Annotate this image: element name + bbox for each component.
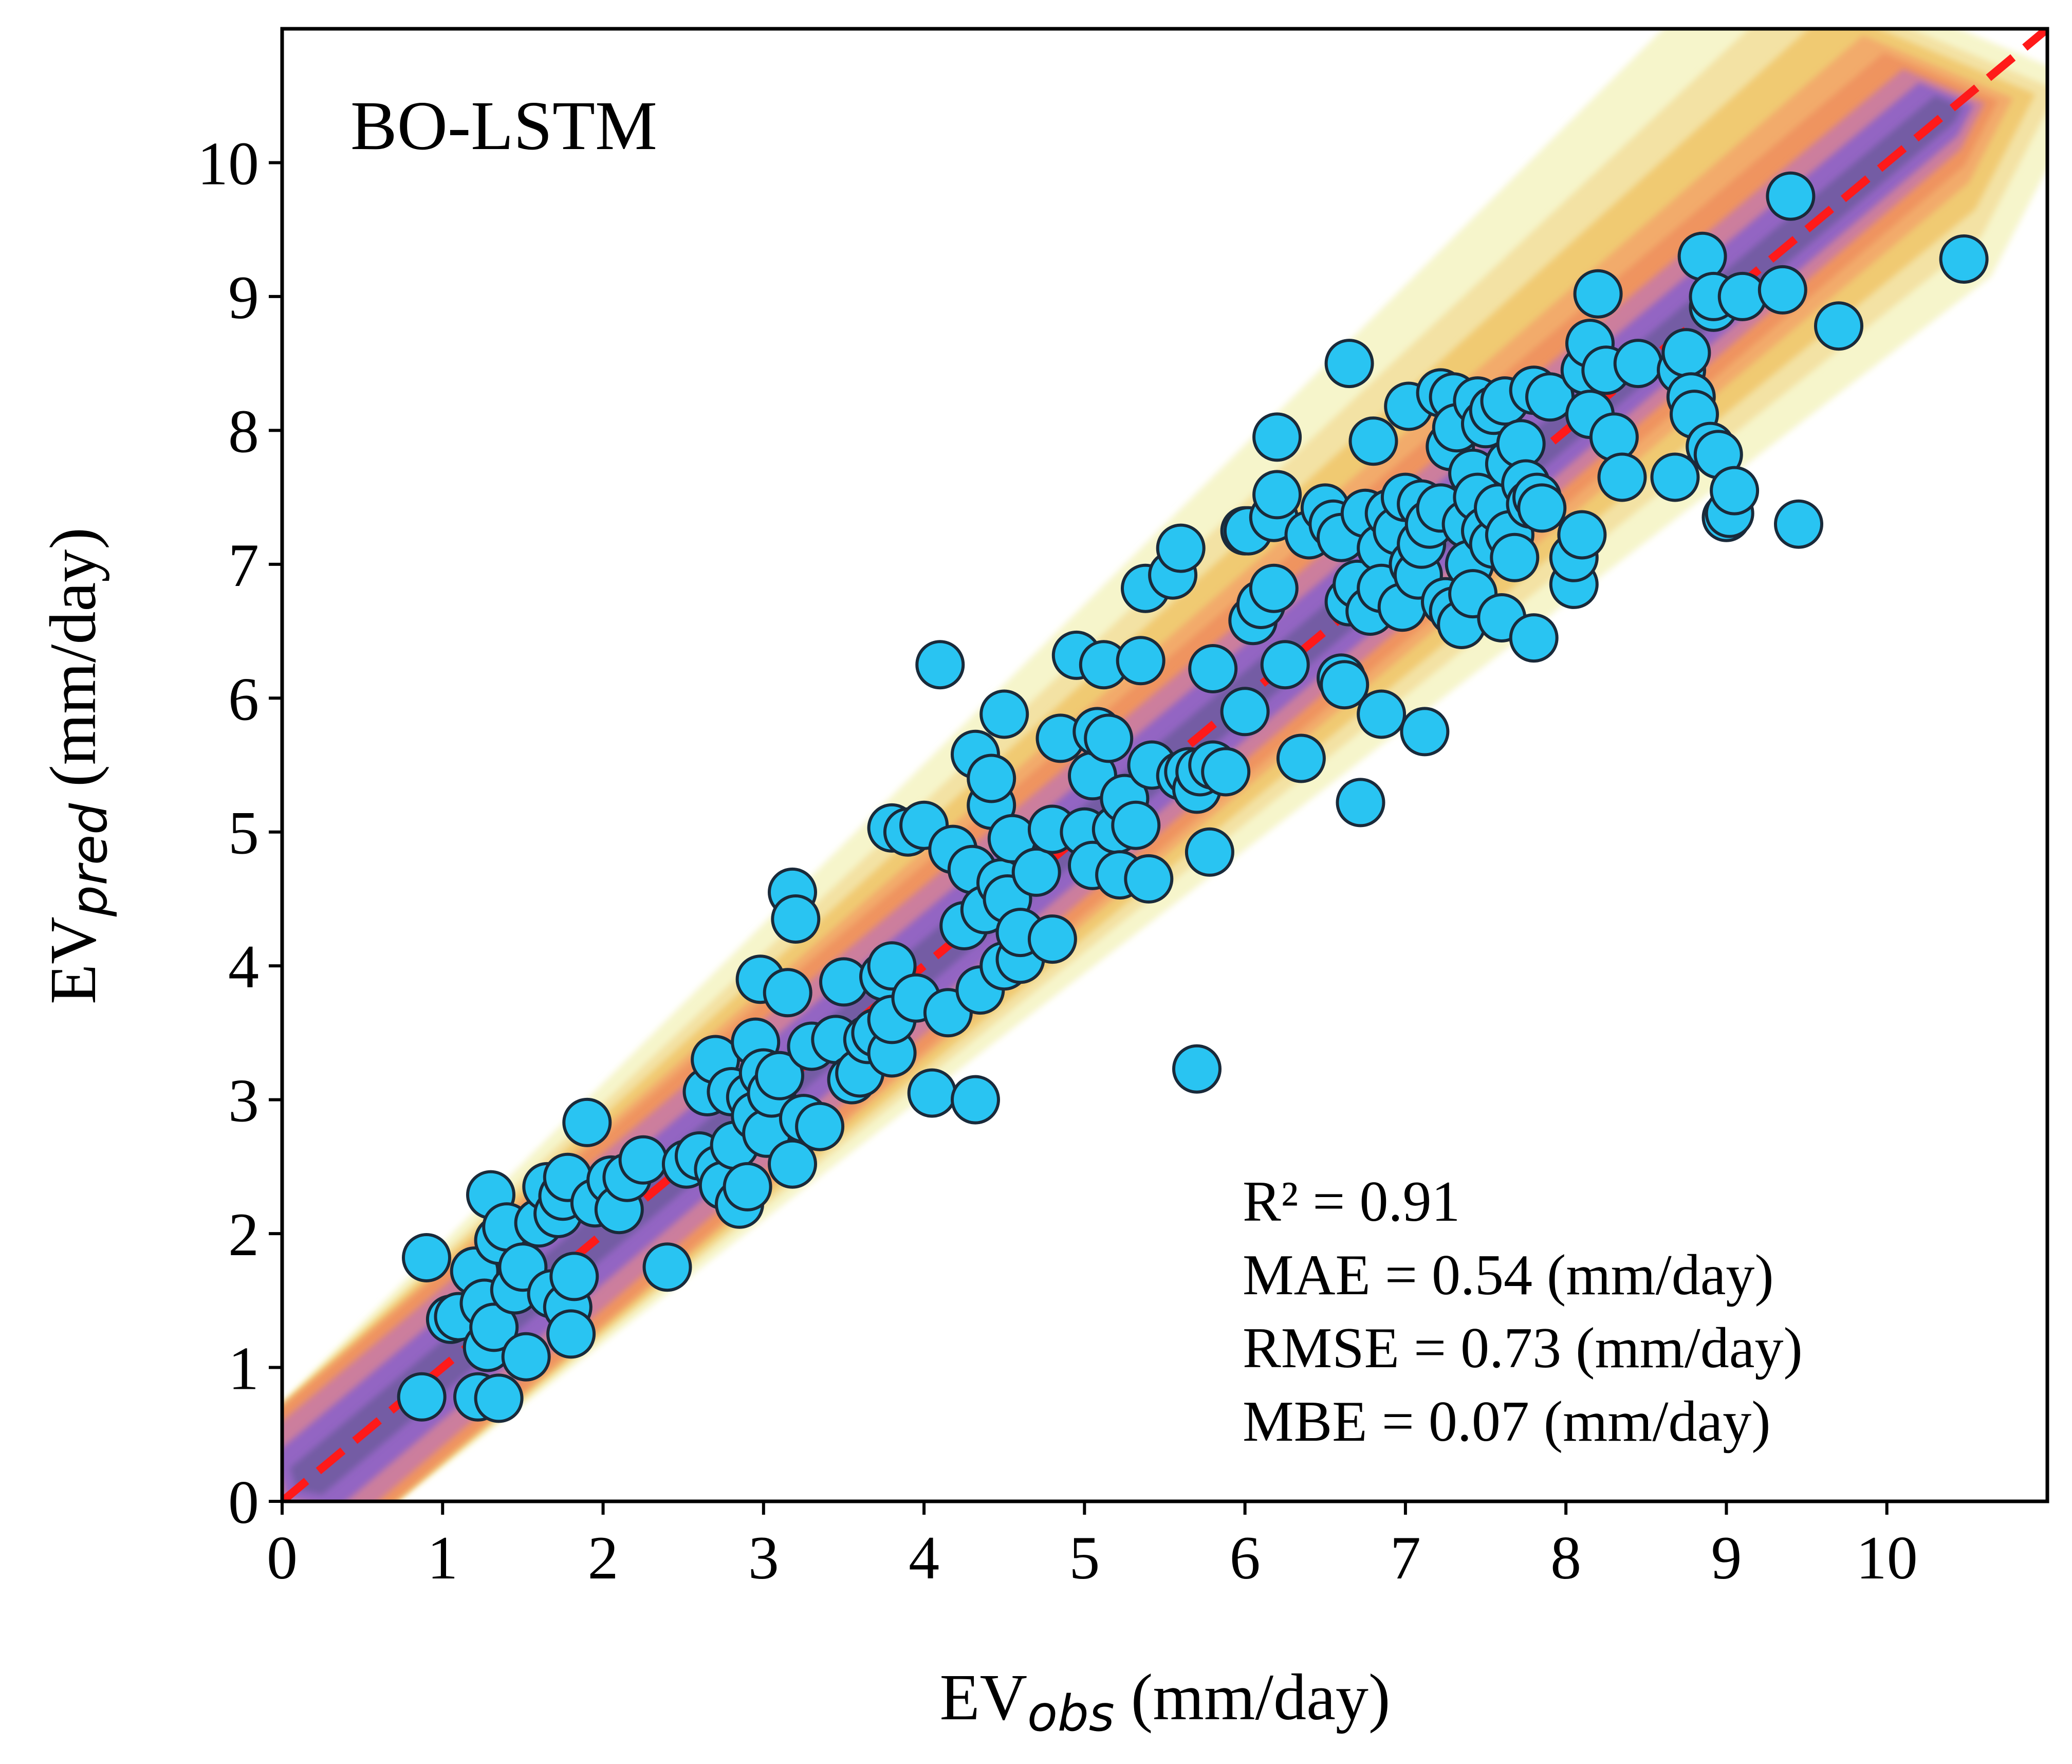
x-tick-label: 0 <box>267 1523 298 1592</box>
stat-r2: R² = 0.91 <box>1243 1170 1460 1234</box>
data-point <box>1557 510 1607 560</box>
data-point <box>1124 854 1174 904</box>
data-point <box>967 754 1016 803</box>
x-tick-label: 7 <box>1390 1523 1421 1592</box>
data-point <box>1766 171 1816 221</box>
data-point <box>546 1309 596 1359</box>
y-tick-label: 2 <box>228 1200 259 1269</box>
data-point <box>915 640 965 690</box>
data-point <box>1661 328 1711 378</box>
data-point <box>1650 452 1700 502</box>
data-point <box>1188 644 1238 693</box>
data-point <box>1011 847 1061 897</box>
x-tick-label: 2 <box>588 1523 619 1592</box>
x-tick-label: 3 <box>748 1523 779 1592</box>
data-point <box>763 968 812 1018</box>
data-point <box>501 1332 551 1382</box>
stat-mae: MAE = 0.54 (mm/day) <box>1243 1243 1774 1307</box>
data-point <box>562 1097 612 1147</box>
y-tick-label: 0 <box>228 1468 259 1536</box>
data-point <box>1357 689 1407 739</box>
data-point <box>1814 301 1863 351</box>
data-point <box>618 1135 668 1185</box>
data-point <box>1116 636 1166 686</box>
data-point <box>1249 563 1299 613</box>
y-tick-label: 7 <box>228 531 259 599</box>
x-tick-label: 5 <box>1069 1523 1100 1592</box>
x-tick-label: 10 <box>1856 1523 1918 1592</box>
y-tick-label: 8 <box>228 397 259 465</box>
data-point <box>1717 271 1767 321</box>
y-tick-label: 1 <box>228 1334 259 1403</box>
data-point <box>1324 339 1374 389</box>
plot-frame <box>280 27 2049 1503</box>
y-tick-label: 5 <box>228 799 259 867</box>
data-point <box>1220 687 1270 737</box>
data-point <box>907 1068 957 1118</box>
stat-mbe: MBE = 0.07 (mm/day) <box>1243 1390 1771 1454</box>
data-point <box>768 1139 817 1189</box>
data-point <box>1774 499 1823 549</box>
stats-box: R² = 0.91 MAE = 0.54 (mm/day) RMSE = 0.7… <box>1243 1170 1803 1454</box>
data-point <box>951 1075 1000 1125</box>
data-point <box>1252 470 1302 520</box>
x-axis: 0 1 2 3 4 5 6 7 8 9 10 <box>267 1501 1918 1592</box>
data-point <box>402 1233 451 1282</box>
data-point <box>1172 1044 1222 1094</box>
y-tick-label: 3 <box>228 1067 259 1135</box>
data-point <box>1517 483 1567 533</box>
y-tick-label: 6 <box>228 665 259 733</box>
data-point <box>771 894 821 944</box>
data-point <box>1156 523 1206 573</box>
data-point <box>1490 532 1540 582</box>
x-tick-label: 6 <box>1230 1523 1261 1592</box>
data-point <box>397 1372 447 1422</box>
y-axis: 0 1 2 3 4 5 6 7 8 9 10 <box>197 129 282 1536</box>
data-point <box>1320 660 1370 710</box>
panel-label: BO-LSTM <box>350 87 657 164</box>
x-tick-label: 4 <box>909 1523 939 1592</box>
data-point <box>1939 234 1989 284</box>
data-point <box>474 1373 524 1423</box>
data-point <box>1348 416 1398 466</box>
data-point <box>1597 452 1647 502</box>
data-point <box>795 1101 845 1151</box>
data-point <box>1757 265 1807 315</box>
x-tick-label: 1 <box>427 1523 458 1592</box>
data-point <box>1589 412 1639 462</box>
data-point <box>755 1051 804 1100</box>
data-point <box>723 1162 772 1211</box>
data-point <box>1613 339 1663 389</box>
data-point <box>1336 778 1385 828</box>
data-point <box>549 1252 599 1301</box>
data-point <box>979 689 1029 739</box>
data-point <box>1185 827 1234 877</box>
stat-rmse: RMSE = 0.73 (mm/day) <box>1243 1316 1803 1380</box>
data-point <box>1027 914 1077 964</box>
data-point <box>1111 800 1161 850</box>
data-point <box>1400 707 1450 757</box>
data-point <box>642 1242 692 1292</box>
data-point <box>1276 733 1326 783</box>
data-point <box>1252 412 1302 462</box>
y-tick-label: 9 <box>228 263 259 332</box>
x-tick-label: 8 <box>1550 1523 1581 1592</box>
data-point <box>1573 269 1623 319</box>
data-point <box>1509 613 1559 663</box>
data-point <box>1201 747 1251 797</box>
y-tick-label: 4 <box>228 932 259 1001</box>
data-point <box>469 1302 519 1352</box>
x-tick-label: 9 <box>1711 1523 1742 1592</box>
data-point <box>1260 640 1310 690</box>
scatter-points <box>397 171 1989 1423</box>
data-point <box>1084 713 1134 763</box>
data-point <box>1710 466 1760 516</box>
x-axis-label: EVobs (mm/day) <box>939 1661 1390 1742</box>
y-tick-label: 10 <box>197 129 259 197</box>
y-axis-label: EVpred (mm/day) <box>36 527 118 1004</box>
